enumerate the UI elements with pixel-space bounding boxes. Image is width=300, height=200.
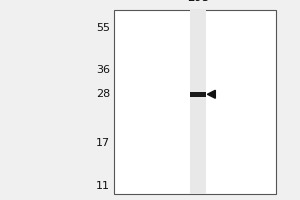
Text: 28: 28 <box>96 89 110 99</box>
Text: 36: 36 <box>96 65 110 75</box>
Text: 55: 55 <box>96 23 110 33</box>
Bar <box>114 10 276 194</box>
Text: 11: 11 <box>96 181 110 191</box>
Text: 17: 17 <box>96 138 110 148</box>
Polygon shape <box>207 90 215 98</box>
Bar <box>190 92 206 97</box>
Text: 293: 293 <box>187 0 209 4</box>
Bar <box>190 10 206 194</box>
